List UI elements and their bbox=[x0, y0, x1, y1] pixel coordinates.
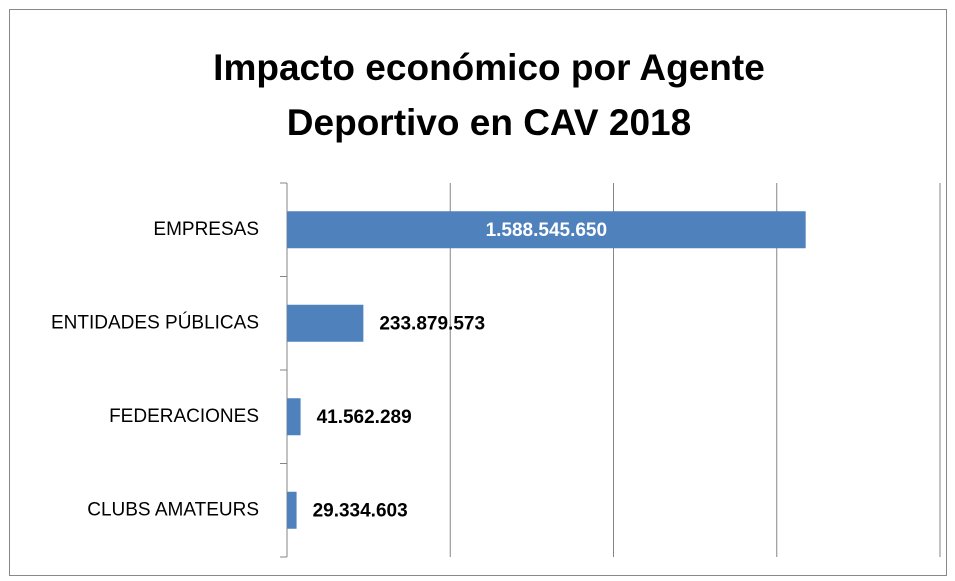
y-tick-label: EMPRESAS bbox=[153, 219, 259, 240]
value-label: 1.588.545.650 bbox=[486, 220, 608, 241]
bar bbox=[287, 491, 297, 529]
bar bbox=[287, 211, 806, 249]
chart-title: Deportivo en CAV 2018 bbox=[287, 102, 691, 143]
bar bbox=[287, 304, 364, 342]
y-tick-label: ENTIDADES PÚBLICAS bbox=[51, 311, 259, 333]
y-tick-label: CLUBS AMATEURS bbox=[87, 499, 259, 520]
y-tick-label: FEDERACIONES bbox=[109, 406, 259, 427]
value-label: 41.562.289 bbox=[317, 407, 412, 428]
bar bbox=[287, 398, 301, 436]
chart-title: Impacto económico por Agente bbox=[213, 47, 765, 88]
chart-border bbox=[9, 9, 947, 576]
value-label: 233.879.573 bbox=[379, 313, 485, 334]
value-label: 29.334.603 bbox=[313, 500, 408, 521]
